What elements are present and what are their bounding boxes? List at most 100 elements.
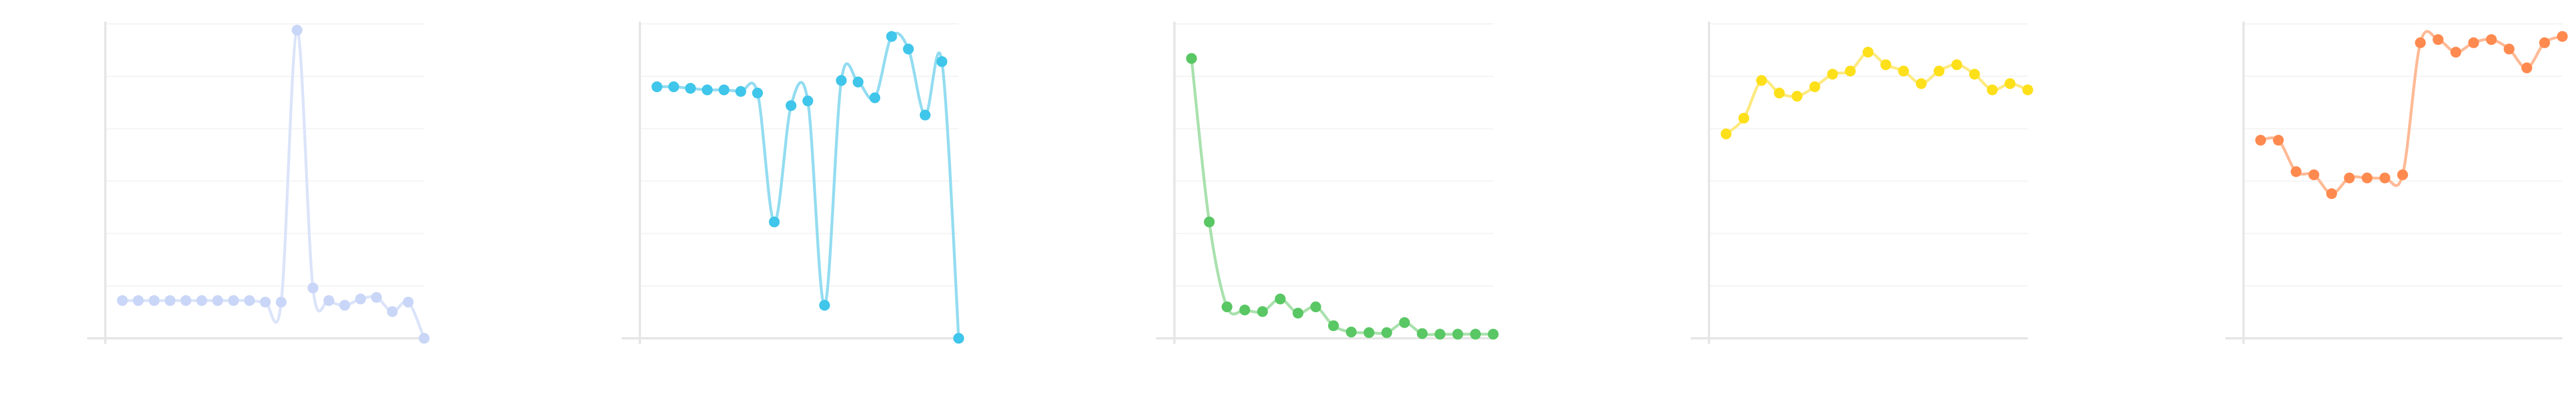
- data-point: [402, 296, 414, 308]
- series-line-5: [2259, 30, 2564, 196]
- data-point: [1434, 329, 1445, 340]
- data-point: [685, 82, 696, 94]
- data-point: [2326, 188, 2337, 200]
- data-point: [735, 86, 746, 97]
- data-point: [1880, 59, 1892, 71]
- data-point: [802, 95, 814, 106]
- data-point: [196, 295, 207, 306]
- data-point: [2397, 169, 2408, 180]
- data-point: [1933, 65, 1945, 77]
- data-point: [1363, 327, 1375, 338]
- data-point: [1898, 65, 1909, 77]
- data-point: [1969, 68, 1980, 80]
- data-point: [2521, 62, 2533, 73]
- data-point: [1738, 113, 1749, 124]
- series-line-4: [1724, 51, 2029, 136]
- data-point: [2379, 172, 2390, 184]
- data-point: [651, 81, 663, 93]
- data-point: [886, 31, 897, 42]
- data-point: [133, 295, 144, 306]
- data-point: [1720, 128, 1732, 140]
- data-point: [2361, 172, 2373, 184]
- series-line-2: [655, 31, 960, 340]
- data-point: [1844, 65, 1856, 77]
- chart-panel-4: [1691, 22, 2033, 344]
- data-point: [1951, 59, 1962, 71]
- data-point: [1239, 304, 1251, 316]
- data-point: [307, 283, 319, 294]
- chart-panel-5: [2225, 22, 2568, 344]
- data-point: [2290, 166, 2302, 177]
- data-point: [371, 292, 382, 303]
- data-point: [2557, 31, 2568, 42]
- data-point: [1452, 329, 1464, 340]
- data-point: [2255, 135, 2266, 146]
- data-point: [752, 88, 763, 99]
- data-point: [339, 300, 351, 311]
- data-point: [1292, 308, 1304, 319]
- data-point: [244, 295, 255, 306]
- data-point: [228, 295, 239, 306]
- data-point: [903, 43, 914, 55]
- data-point: [2450, 47, 2462, 58]
- data-point: [212, 295, 223, 306]
- data-point: [869, 92, 881, 103]
- data-point: [1756, 75, 1767, 86]
- data-point: [2433, 34, 2444, 45]
- data-point: [1346, 326, 1357, 338]
- data-point: [836, 75, 847, 86]
- data-point: [1827, 68, 1838, 80]
- data-point: [1916, 78, 1927, 89]
- data-point: [919, 109, 931, 121]
- chart-panel-1: [87, 22, 430, 344]
- data-point: [1399, 317, 1410, 328]
- data-point: [1987, 84, 1998, 96]
- data-point: [786, 100, 797, 111]
- data-point: [1203, 216, 1215, 227]
- data-point: [701, 84, 713, 96]
- data-point: [2485, 34, 2497, 45]
- data-point: [1275, 293, 1286, 305]
- chart-panel-2: [622, 22, 964, 344]
- data-point: [2503, 43, 2515, 55]
- data-point: [117, 295, 128, 306]
- data-point: [2273, 135, 2284, 146]
- data-point: [1328, 320, 1339, 331]
- data-point: [1186, 53, 1197, 64]
- data-point: [668, 81, 679, 93]
- data-point: [819, 300, 830, 311]
- data-point: [1862, 47, 1874, 58]
- data-point: [936, 56, 948, 67]
- data-point: [2468, 37, 2479, 48]
- data-point: [852, 76, 864, 88]
- data-point: [149, 295, 160, 306]
- data-point: [355, 293, 366, 305]
- data-point: [1416, 328, 1428, 339]
- data-point: [1257, 306, 1268, 317]
- data-point: [291, 24, 303, 36]
- data-point: [1310, 301, 1321, 313]
- data-point: [276, 296, 287, 308]
- data-point: [1221, 301, 1232, 313]
- data-point: [1792, 90, 1803, 102]
- data-point: [1809, 81, 1821, 93]
- data-point: [1488, 329, 1499, 340]
- data-point: [2308, 169, 2320, 180]
- data-point: [323, 295, 335, 306]
- data-point: [2022, 84, 2033, 96]
- data-point: [260, 296, 271, 308]
- data-point: [1774, 88, 1785, 99]
- data-point: [718, 84, 730, 96]
- data-point: [418, 333, 430, 344]
- data-point: [2415, 37, 2426, 48]
- data-point: [953, 333, 964, 344]
- chart-panel-3: [1156, 22, 1499, 344]
- data-point: [1381, 327, 1392, 338]
- data-point: [2344, 172, 2355, 184]
- series-line-3: [1190, 57, 1495, 337]
- data-point: [769, 216, 780, 227]
- data-point: [2539, 37, 2550, 48]
- data-point: [2004, 78, 2016, 89]
